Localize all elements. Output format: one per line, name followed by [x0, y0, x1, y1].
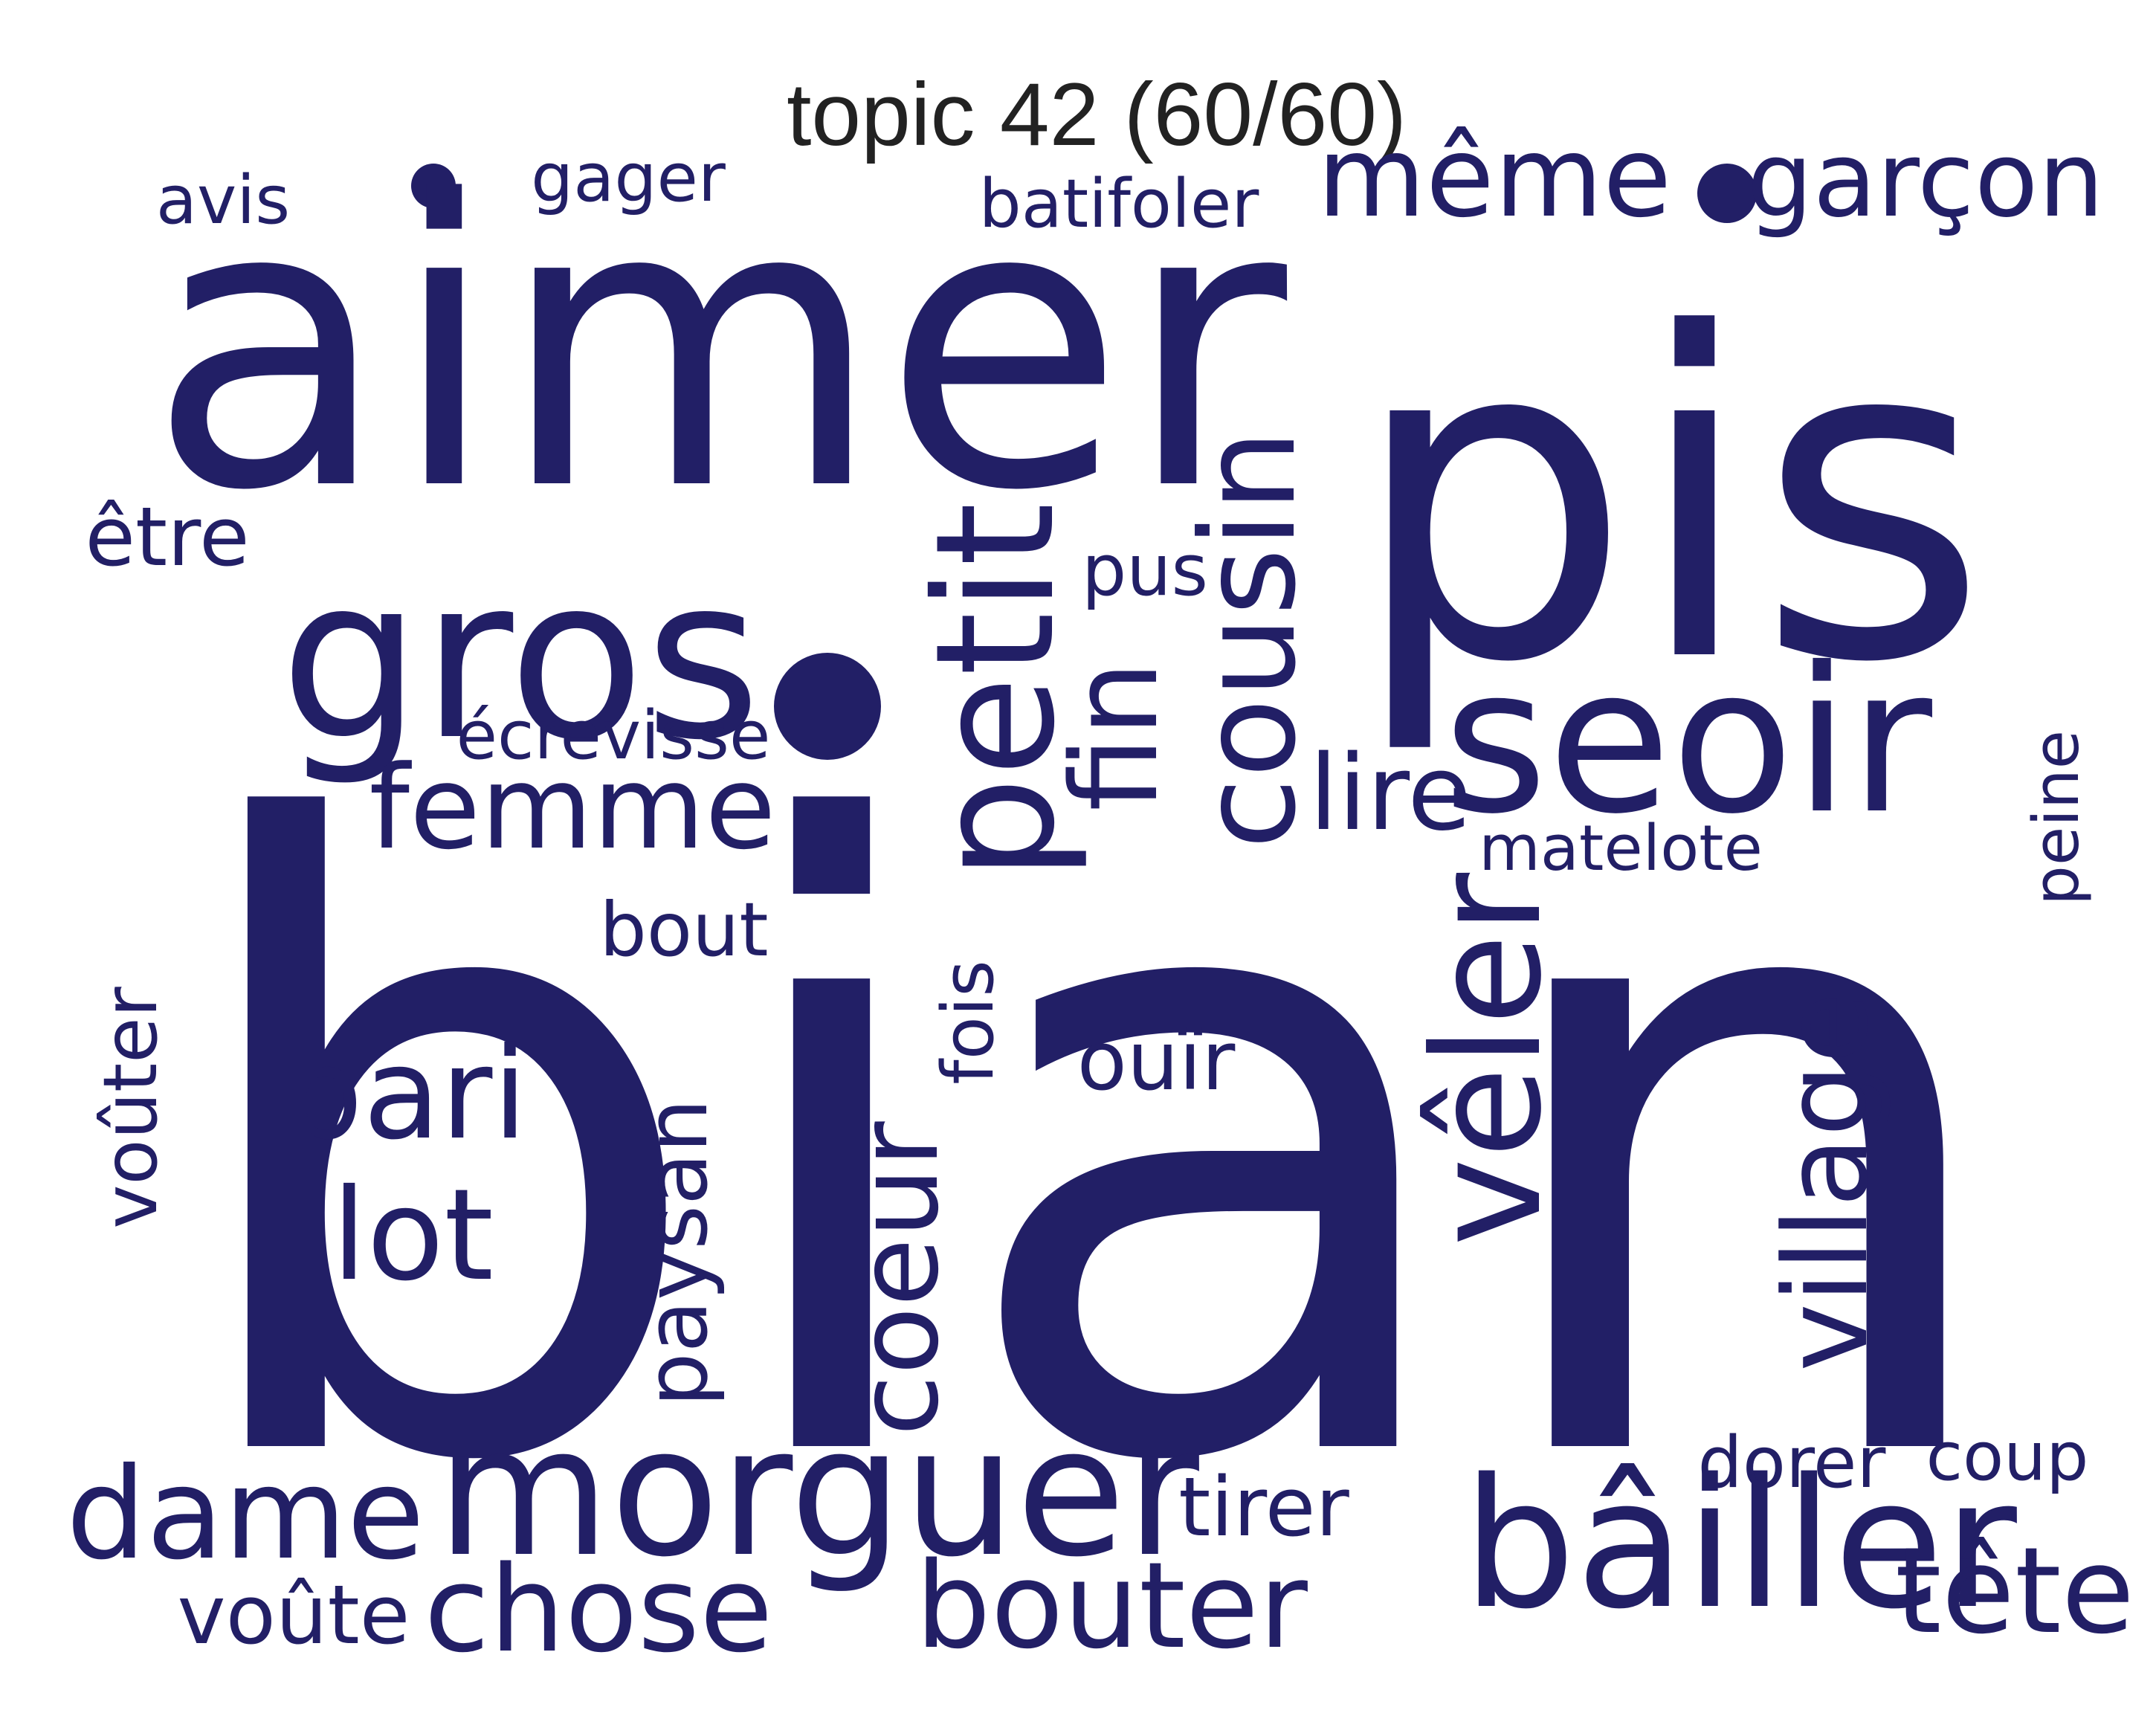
- word-pis: pis: [1349, 240, 1989, 760]
- word-meme: même: [1317, 113, 1672, 242]
- dot: [1697, 164, 1757, 223]
- word-lire: lire: [1309, 733, 1471, 854]
- word-fois: fois: [928, 960, 1010, 1084]
- word-paysan: paysan: [627, 1099, 727, 1407]
- word-bouter: bouter: [915, 1536, 1308, 1675]
- word-morguer: morguer: [436, 1388, 1199, 1596]
- word-cousin: cousin: [1174, 430, 1325, 850]
- word-seoir: seoir: [1443, 624, 1934, 858]
- word-aimer: aimer: [148, 117, 1291, 576]
- dot: [411, 164, 456, 208]
- word-village: village: [1759, 993, 1894, 1372]
- word-femme: femme: [369, 741, 775, 875]
- word-garcon: garçon: [1747, 120, 2105, 241]
- word-batifoler: batifoler: [979, 165, 1259, 243]
- word-fin: fin: [1045, 661, 1184, 811]
- word-bian: bian: [170, 654, 2015, 1648]
- word-dame: dame: [66, 1441, 425, 1588]
- word-tete: tête: [1895, 1521, 2134, 1660]
- word-matelote: matelote: [1479, 812, 1763, 885]
- word-etre: être: [85, 489, 249, 584]
- word-petit: petit: [900, 503, 1091, 881]
- word-pus: pus: [1082, 530, 1208, 612]
- word-avis: avis: [156, 161, 290, 239]
- word-dorer: dorer: [1698, 1422, 1887, 1504]
- word-bailler: bâiller: [1462, 1440, 2017, 1648]
- word-gros: gros: [280, 529, 761, 789]
- title: topic 42 (60/60): [787, 65, 1407, 164]
- dot: [774, 653, 881, 760]
- word-pari: pari: [283, 1021, 527, 1168]
- word-chose: chose: [424, 1540, 772, 1679]
- word-voute: voûte: [178, 1567, 410, 1662]
- word-lot: lot: [332, 1162, 494, 1309]
- word-veler: vêler: [1401, 872, 1575, 1246]
- word-tirer: tirer: [1178, 1459, 1349, 1555]
- word-ouir: ouïr: [1077, 1013, 1236, 1109]
- word-bout: bout: [599, 886, 768, 973]
- word-vouter: voûter: [87, 986, 174, 1228]
- word-ecrevisse: écrevisse: [456, 697, 771, 775]
- word-peine: peine: [2020, 730, 2094, 906]
- word-coup: coup: [1926, 1418, 2089, 1496]
- word-coeur: coeur: [834, 1121, 964, 1436]
- word-gager: gager: [531, 139, 726, 217]
